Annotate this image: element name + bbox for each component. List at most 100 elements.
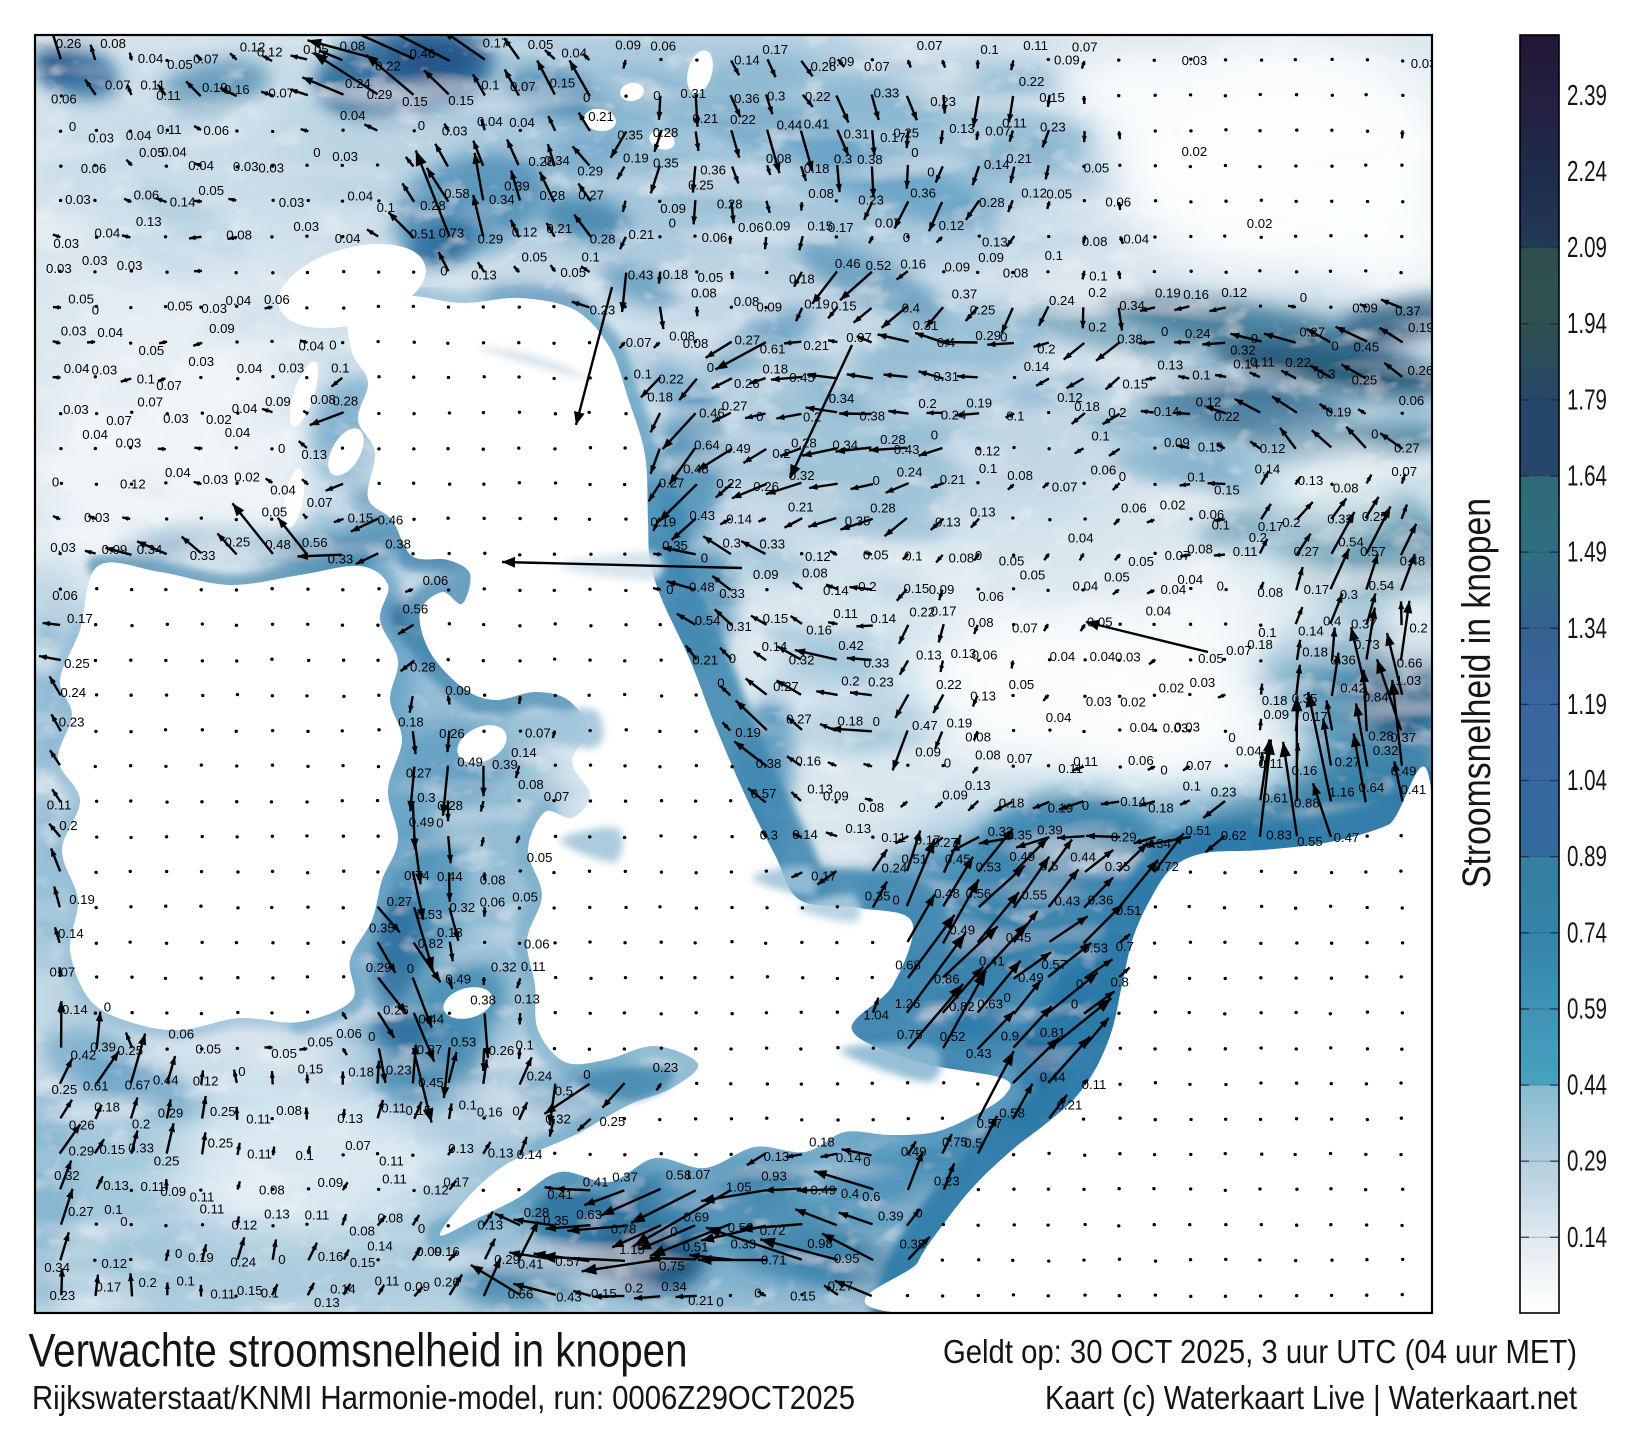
svg-text:0.15: 0.15 bbox=[1039, 90, 1065, 105]
svg-text:0.03: 0.03 bbox=[1163, 721, 1189, 736]
svg-text:0.8: 0.8 bbox=[1111, 975, 1129, 990]
svg-text:0.69: 0.69 bbox=[683, 1209, 709, 1224]
svg-text:0.05: 0.05 bbox=[139, 145, 165, 160]
svg-text:0.04: 0.04 bbox=[1068, 530, 1094, 545]
svg-text:0.29: 0.29 bbox=[367, 87, 393, 102]
svg-text:0.22: 0.22 bbox=[805, 89, 831, 104]
svg-text:0: 0 bbox=[175, 1246, 182, 1261]
svg-text:0.09: 0.09 bbox=[756, 299, 782, 314]
svg-text:0.61: 0.61 bbox=[760, 341, 786, 356]
svg-text:0.28: 0.28 bbox=[870, 500, 896, 515]
svg-text:0.07: 0.07 bbox=[875, 216, 901, 231]
svg-text:0.07: 0.07 bbox=[106, 413, 132, 428]
svg-text:0.55: 0.55 bbox=[1297, 834, 1323, 849]
svg-text:0.12: 0.12 bbox=[1196, 395, 1222, 410]
svg-text:0.16: 0.16 bbox=[434, 1244, 460, 1259]
svg-text:0.21: 0.21 bbox=[788, 500, 814, 515]
svg-text:0.06: 0.06 bbox=[81, 161, 107, 176]
svg-text:0: 0 bbox=[407, 961, 414, 976]
svg-text:0.03: 0.03 bbox=[442, 124, 468, 139]
svg-text:0.38: 0.38 bbox=[756, 756, 782, 771]
svg-text:0.09: 0.09 bbox=[445, 683, 471, 698]
svg-text:0.05: 0.05 bbox=[271, 1046, 297, 1061]
svg-text:0.03: 0.03 bbox=[61, 323, 87, 338]
svg-text:0.14: 0.14 bbox=[984, 157, 1010, 172]
svg-text:0.4: 0.4 bbox=[937, 335, 955, 350]
svg-text:0.17: 0.17 bbox=[443, 1175, 469, 1190]
svg-text:0.14: 0.14 bbox=[1255, 462, 1281, 477]
svg-text:0.4: 0.4 bbox=[841, 1186, 859, 1201]
svg-text:0.03: 0.03 bbox=[82, 253, 108, 268]
svg-text:0.08: 0.08 bbox=[858, 800, 884, 815]
svg-text:0.16: 0.16 bbox=[1292, 763, 1318, 778]
svg-text:0.86: 0.86 bbox=[934, 971, 960, 986]
svg-text:0.04: 0.04 bbox=[1177, 572, 1203, 587]
svg-text:0.09: 0.09 bbox=[944, 260, 970, 275]
svg-text:0.33: 0.33 bbox=[128, 1141, 154, 1156]
svg-text:0.37: 0.37 bbox=[1395, 304, 1421, 319]
svg-text:0.19: 0.19 bbox=[735, 725, 761, 740]
svg-text:0.72: 0.72 bbox=[760, 1223, 786, 1238]
svg-text:0.38: 0.38 bbox=[900, 1237, 926, 1252]
svg-text:0: 0 bbox=[583, 1067, 590, 1082]
svg-text:0.14: 0.14 bbox=[734, 53, 760, 68]
svg-text:0.05: 0.05 bbox=[1020, 568, 1046, 583]
svg-text:0.04: 0.04 bbox=[64, 361, 90, 376]
svg-text:0.49: 0.49 bbox=[1018, 970, 1044, 985]
svg-text:0.13: 0.13 bbox=[845, 821, 871, 836]
svg-text:0.27: 0.27 bbox=[68, 1204, 94, 1219]
svg-text:0.13: 0.13 bbox=[264, 1206, 290, 1221]
svg-text:0.23: 0.23 bbox=[868, 675, 894, 690]
svg-text:0.52: 0.52 bbox=[940, 1029, 966, 1044]
svg-text:Verwachte stroomsnelheid in kn: Verwachte stroomsnelheid in knopen bbox=[29, 1325, 688, 1378]
svg-text:0.24: 0.24 bbox=[897, 465, 923, 480]
svg-text:0.05: 0.05 bbox=[528, 37, 554, 52]
svg-text:0.57: 0.57 bbox=[1041, 957, 1067, 972]
svg-text:0.07: 0.07 bbox=[1391, 464, 1417, 479]
svg-text:0.28: 0.28 bbox=[717, 197, 743, 212]
svg-text:0.72: 0.72 bbox=[1153, 859, 1179, 874]
svg-text:0.03: 0.03 bbox=[233, 159, 259, 174]
svg-text:0.42: 0.42 bbox=[1340, 681, 1366, 696]
svg-text:0.03: 0.03 bbox=[1182, 53, 1208, 68]
svg-text:0.18: 0.18 bbox=[1262, 693, 1288, 708]
svg-text:0.15: 0.15 bbox=[298, 1062, 324, 1077]
svg-text:0.2: 0.2 bbox=[132, 1117, 150, 1132]
svg-text:0.46: 0.46 bbox=[378, 512, 404, 527]
svg-text:0.2: 0.2 bbox=[139, 1275, 157, 1290]
svg-text:0.13: 0.13 bbox=[916, 648, 942, 663]
svg-text:0: 0 bbox=[1300, 290, 1307, 305]
svg-text:0.27: 0.27 bbox=[406, 766, 432, 781]
svg-text:0.12: 0.12 bbox=[120, 477, 146, 492]
svg-text:0.06: 0.06 bbox=[524, 936, 550, 951]
svg-text:0.46: 0.46 bbox=[835, 256, 861, 271]
svg-text:0.33: 0.33 bbox=[874, 85, 900, 100]
svg-text:0.12: 0.12 bbox=[257, 45, 283, 60]
svg-text:0.23: 0.23 bbox=[858, 193, 884, 208]
svg-text:1.03: 1.03 bbox=[1396, 673, 1422, 688]
svg-text:0.08: 0.08 bbox=[1333, 480, 1359, 495]
svg-text:0.14: 0.14 bbox=[62, 1002, 88, 1017]
svg-text:0.18: 0.18 bbox=[94, 1100, 120, 1115]
svg-text:0.06: 0.06 bbox=[1399, 393, 1425, 408]
svg-text:0.08: 0.08 bbox=[766, 151, 792, 166]
svg-text:0.11: 0.11 bbox=[382, 1171, 407, 1186]
svg-text:0.4: 0.4 bbox=[902, 301, 920, 316]
svg-text:0.14: 0.14 bbox=[1298, 624, 1324, 639]
svg-text:0.3: 0.3 bbox=[1317, 366, 1335, 381]
svg-text:0.28: 0.28 bbox=[590, 232, 616, 247]
svg-text:0.07: 0.07 bbox=[510, 79, 536, 94]
svg-text:0.05: 0.05 bbox=[167, 299, 193, 314]
svg-text:0.24: 0.24 bbox=[60, 685, 86, 700]
svg-text:0.15: 0.15 bbox=[237, 1283, 263, 1298]
svg-text:0.75: 0.75 bbox=[659, 1259, 685, 1274]
svg-text:0.11: 0.11 bbox=[305, 1208, 330, 1223]
svg-text:0.3: 0.3 bbox=[767, 89, 785, 104]
svg-text:0: 0 bbox=[931, 427, 938, 442]
svg-text:0.12: 0.12 bbox=[1057, 390, 1083, 405]
svg-text:0.06: 0.06 bbox=[1121, 500, 1147, 515]
svg-text:0.1: 0.1 bbox=[904, 549, 922, 564]
svg-text:0.32: 0.32 bbox=[491, 960, 517, 975]
svg-text:0.03: 0.03 bbox=[203, 472, 229, 487]
svg-text:0.04: 0.04 bbox=[299, 339, 325, 354]
